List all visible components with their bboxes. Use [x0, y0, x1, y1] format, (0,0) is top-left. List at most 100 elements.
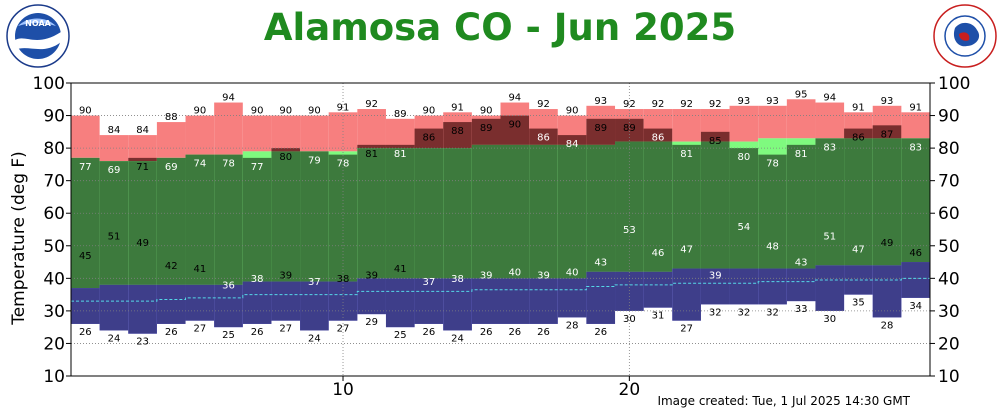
low-value-label: 39: [480, 271, 493, 282]
low-value-label: 39: [537, 271, 550, 282]
record-high-label: 94: [222, 93, 235, 104]
y-tick-label-right: 80: [938, 139, 960, 159]
observed-high-label: 86: [423, 133, 436, 144]
observed-normal-bar: [271, 151, 301, 282]
record-low-label: 28: [881, 320, 894, 331]
observed-below-normal-bar: [214, 284, 243, 328]
record-high-label: 89: [394, 109, 407, 120]
record-high-label: 90: [193, 106, 206, 117]
observed-high-label: 83: [823, 142, 836, 153]
observed-below-normal-bar: [99, 284, 129, 331]
low-value-label: 46: [909, 248, 922, 259]
y-tick-label-left: 60: [43, 204, 65, 224]
observed-below-normal-bar: [557, 278, 587, 318]
record-low-label: 26: [251, 327, 264, 338]
observed-normal-bar: [672, 144, 701, 269]
observed-high-label: 80: [738, 152, 751, 163]
record-high-bar: [156, 122, 186, 158]
record-low-label: 28: [566, 320, 579, 331]
low-value-label: 54: [738, 222, 751, 233]
observed-high-label: 86: [537, 133, 550, 144]
low-value-label: 38: [451, 274, 464, 285]
low-value-label: 48: [766, 241, 779, 252]
observed-normal-bar: [844, 138, 873, 266]
record-high-label: 92: [365, 99, 378, 110]
observed-normal-bar: [156, 157, 186, 285]
record-low-label: 26: [508, 327, 521, 338]
observed-below-normal-bar: [471, 278, 501, 324]
record-low-label: 26: [537, 327, 550, 338]
observed-high-label: 79: [308, 155, 321, 166]
record-high-bar: [214, 102, 243, 155]
observed-below-normal-bar: [758, 268, 787, 305]
record-high-bar: [271, 115, 301, 152]
observed-normal-bar: [815, 138, 845, 266]
observed-below-normal-bar: [414, 278, 444, 324]
observed-normal-bar: [500, 144, 530, 279]
observed-below-normal-bar: [271, 281, 301, 321]
observed-normal-bar: [758, 154, 787, 269]
record-low-label: 26: [480, 327, 493, 338]
record-low-label: 26: [423, 327, 436, 338]
observed-above-normal-bar: [471, 118, 501, 145]
observed-normal-bar: [557, 144, 587, 279]
low-value-label: 37: [308, 277, 321, 288]
record-low-label: 30: [623, 314, 636, 325]
record-low-label: 25: [394, 330, 407, 341]
record-low-label: 25: [222, 330, 235, 341]
record-high-bar: [672, 109, 701, 142]
record-high-label: 92: [680, 99, 693, 110]
record-high-label: 91: [852, 102, 865, 113]
low-value-label: 39: [709, 271, 722, 282]
record-high-bar: [815, 102, 845, 139]
observed-below-normal-bar: [443, 278, 472, 331]
record-high-bar: [758, 105, 787, 139]
record-high-label: 93: [881, 96, 894, 107]
observed-below-normal-bar: [385, 278, 415, 328]
observed-normal-bar: [71, 157, 100, 289]
y-tick-label-left: 90: [43, 107, 65, 127]
record-high-bar: [242, 115, 272, 152]
observed-below-normal-bar: [729, 268, 759, 305]
observed-normal-bar: [214, 154, 243, 285]
record-low-label: 27: [193, 324, 206, 335]
observed-above-normal-bar: [643, 128, 673, 142]
plot-frame: [70, 82, 931, 377]
record-high-label: 90: [308, 106, 321, 117]
observed-high-label: 69: [165, 162, 178, 173]
y-tick-label-left: 100: [33, 74, 65, 94]
record-high-label: 90: [251, 106, 264, 117]
y-tick-label-left: 20: [43, 334, 65, 354]
observed-normal-bar: [128, 161, 157, 285]
observed-below-normal-bar: [128, 284, 157, 334]
observed-high-label: 81: [680, 149, 693, 160]
observed-below-normal-bar: [185, 284, 215, 321]
observed-high-label: 83: [909, 142, 922, 153]
record-low-label: 24: [308, 333, 321, 344]
observed-above-normal-bar: [128, 157, 157, 162]
observed-normal-bar: [729, 148, 759, 269]
record-high-label: 84: [136, 125, 149, 136]
record-high-label: 94: [823, 93, 836, 104]
record-high-label: 92: [623, 99, 636, 110]
observed-high-label: 71: [136, 162, 149, 173]
y-tick-label-right: 50: [938, 237, 960, 257]
observed-high-label: 90: [508, 120, 521, 131]
noaa-logo-word: NOAA: [25, 19, 51, 28]
record-low-label: 32: [709, 307, 722, 318]
observed-normal-bar: [300, 151, 329, 282]
low-value-label: 49: [136, 238, 149, 249]
record-low-label: 27: [337, 324, 350, 335]
low-value-label: 43: [594, 258, 607, 269]
observed-high-label: 81: [394, 149, 407, 160]
observed-normal-bar: [786, 144, 816, 269]
observed-high-label: 85: [709, 136, 722, 147]
low-value-label: 41: [193, 264, 206, 275]
y-tick-label-right: 100: [938, 74, 970, 94]
observed-normal-bar: [586, 144, 616, 272]
record-low-label: 26: [165, 327, 178, 338]
observed-above-normal-bar: [872, 125, 902, 139]
observed-high-label: 74: [193, 159, 206, 170]
observed-above-normal-bar: [500, 115, 530, 145]
observed-normal-bar: [471, 144, 501, 279]
